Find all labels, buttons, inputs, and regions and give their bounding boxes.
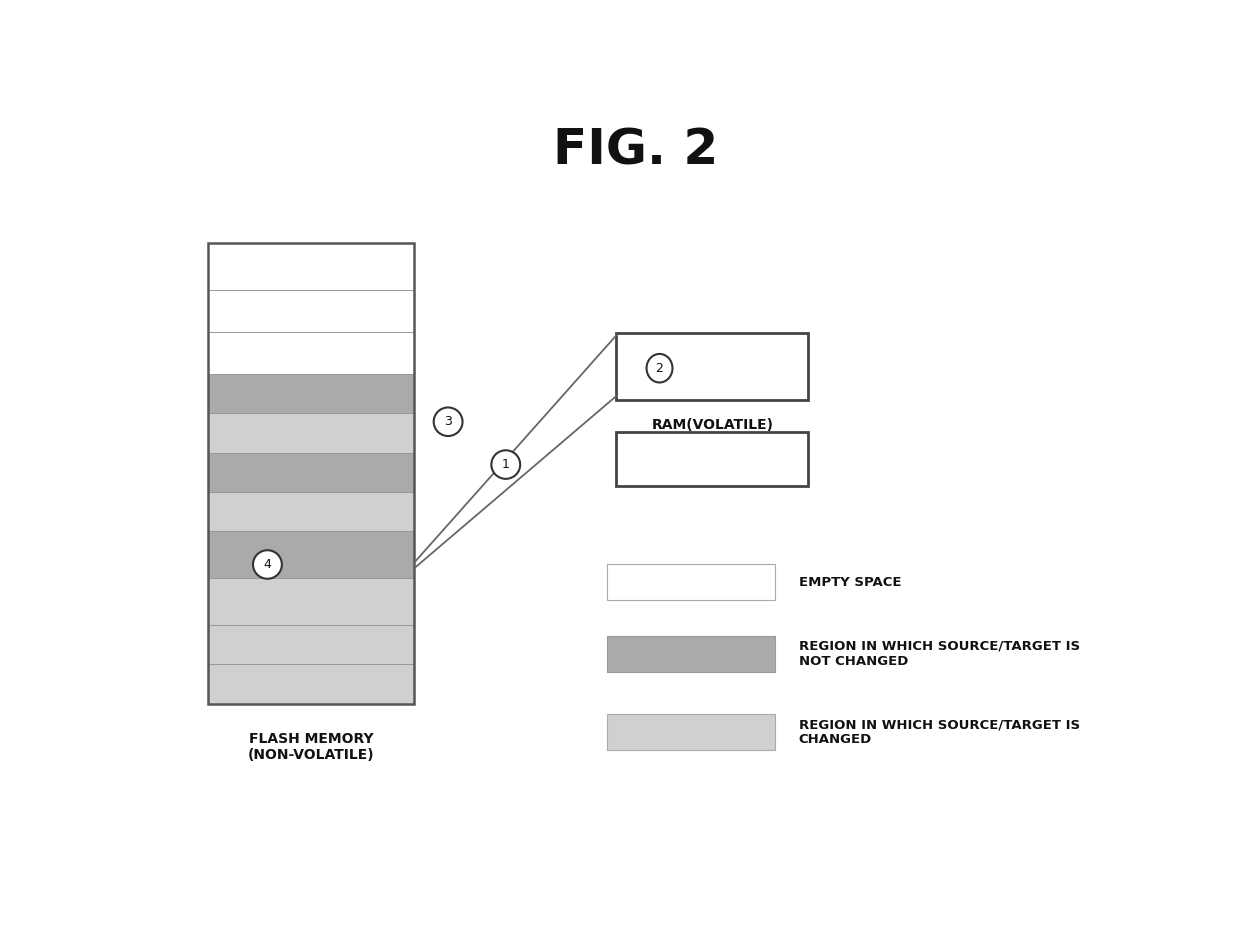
Text: 3: 3	[444, 415, 453, 428]
Text: UPDATE AGENT: UPDATE AGENT	[652, 452, 773, 466]
Ellipse shape	[253, 551, 281, 578]
Text: EMPTY SPACE: EMPTY SPACE	[799, 576, 901, 589]
Bar	[606, 565, 775, 600]
Text: 4: 4	[263, 558, 272, 571]
Bar	[208, 413, 414, 452]
Text: FLASH MEMORY
(NON-VOLATILE): FLASH MEMORY (NON-VOLATILE)	[248, 732, 374, 762]
Bar	[208, 625, 414, 665]
Text: REGION IN WHICH SOURCE/TARGET IS
CHANGED: REGION IN WHICH SOURCE/TARGET IS CHANGED	[799, 718, 1080, 746]
Bar	[208, 531, 414, 578]
Text: REGION IN WHICH SOURCE/TARGET IS
NOT CHANGED: REGION IN WHICH SOURCE/TARGET IS NOT CHA…	[799, 640, 1080, 667]
Bar	[606, 636, 775, 671]
Bar	[208, 665, 414, 704]
Text: 1: 1	[502, 458, 510, 471]
Text: RAM(VOLATILE): RAM(VOLATILE)	[651, 418, 774, 432]
Bar	[208, 243, 414, 704]
Bar	[616, 333, 808, 400]
Bar	[208, 243, 414, 290]
Bar	[208, 578, 414, 625]
Text: 2: 2	[656, 362, 663, 375]
Bar	[606, 715, 775, 750]
Bar	[616, 433, 808, 486]
Ellipse shape	[646, 354, 672, 383]
Ellipse shape	[434, 408, 463, 436]
Bar	[208, 375, 414, 413]
Bar	[208, 332, 414, 375]
Bar	[208, 290, 414, 332]
Bar	[208, 492, 414, 531]
Text: FIG. 2: FIG. 2	[553, 126, 718, 174]
Ellipse shape	[491, 451, 521, 479]
Bar	[208, 452, 414, 492]
